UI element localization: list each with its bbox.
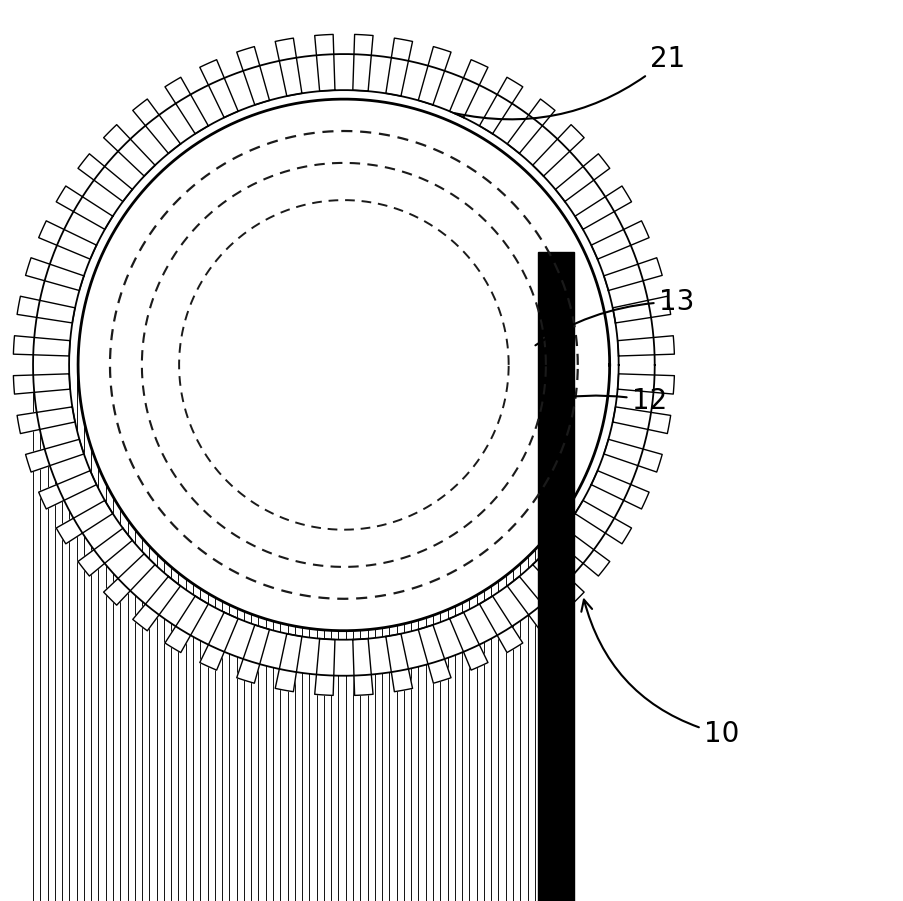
- Polygon shape: [237, 625, 269, 683]
- Polygon shape: [532, 124, 583, 176]
- Polygon shape: [78, 154, 132, 202]
- Polygon shape: [449, 613, 488, 670]
- Polygon shape: [14, 374, 70, 394]
- Polygon shape: [33, 99, 542, 901]
- Polygon shape: [507, 577, 554, 631]
- Polygon shape: [574, 186, 631, 230]
- Polygon shape: [574, 500, 631, 544]
- Text: 13: 13: [535, 287, 694, 345]
- Polygon shape: [78, 99, 609, 631]
- Polygon shape: [537, 252, 573, 901]
- Polygon shape: [314, 34, 335, 91]
- Polygon shape: [164, 77, 208, 133]
- Polygon shape: [104, 554, 155, 605]
- Polygon shape: [612, 296, 670, 323]
- Polygon shape: [56, 500, 113, 544]
- Polygon shape: [39, 470, 97, 509]
- Polygon shape: [200, 59, 237, 117]
- Polygon shape: [352, 639, 373, 696]
- Text: 21: 21: [454, 44, 684, 119]
- Polygon shape: [17, 296, 75, 323]
- Polygon shape: [386, 633, 412, 692]
- Polygon shape: [275, 38, 302, 96]
- Polygon shape: [591, 470, 648, 509]
- Polygon shape: [133, 99, 181, 153]
- Polygon shape: [237, 47, 269, 105]
- Polygon shape: [603, 258, 662, 290]
- Polygon shape: [612, 407, 670, 433]
- Polygon shape: [532, 554, 583, 605]
- Polygon shape: [449, 59, 488, 117]
- PathPatch shape: [33, 54, 654, 676]
- Polygon shape: [591, 221, 648, 259]
- Polygon shape: [39, 221, 97, 259]
- Polygon shape: [314, 639, 335, 696]
- Polygon shape: [418, 47, 451, 105]
- Polygon shape: [25, 440, 84, 472]
- Polygon shape: [200, 613, 237, 670]
- Polygon shape: [25, 258, 84, 290]
- Polygon shape: [603, 440, 662, 472]
- Text: 12: 12: [545, 387, 666, 415]
- Polygon shape: [479, 77, 522, 133]
- Text: 10: 10: [581, 599, 739, 749]
- Polygon shape: [617, 374, 674, 394]
- Polygon shape: [133, 577, 181, 631]
- Polygon shape: [56, 186, 113, 230]
- Polygon shape: [617, 336, 674, 356]
- Polygon shape: [418, 625, 451, 683]
- Polygon shape: [386, 38, 412, 96]
- Polygon shape: [104, 124, 155, 176]
- Polygon shape: [17, 407, 75, 433]
- Polygon shape: [78, 528, 132, 576]
- Polygon shape: [275, 633, 302, 692]
- Polygon shape: [352, 34, 373, 91]
- Polygon shape: [554, 154, 610, 202]
- Polygon shape: [164, 596, 208, 652]
- Polygon shape: [479, 596, 522, 652]
- Polygon shape: [507, 99, 554, 153]
- Polygon shape: [14, 336, 70, 356]
- Polygon shape: [554, 528, 610, 576]
